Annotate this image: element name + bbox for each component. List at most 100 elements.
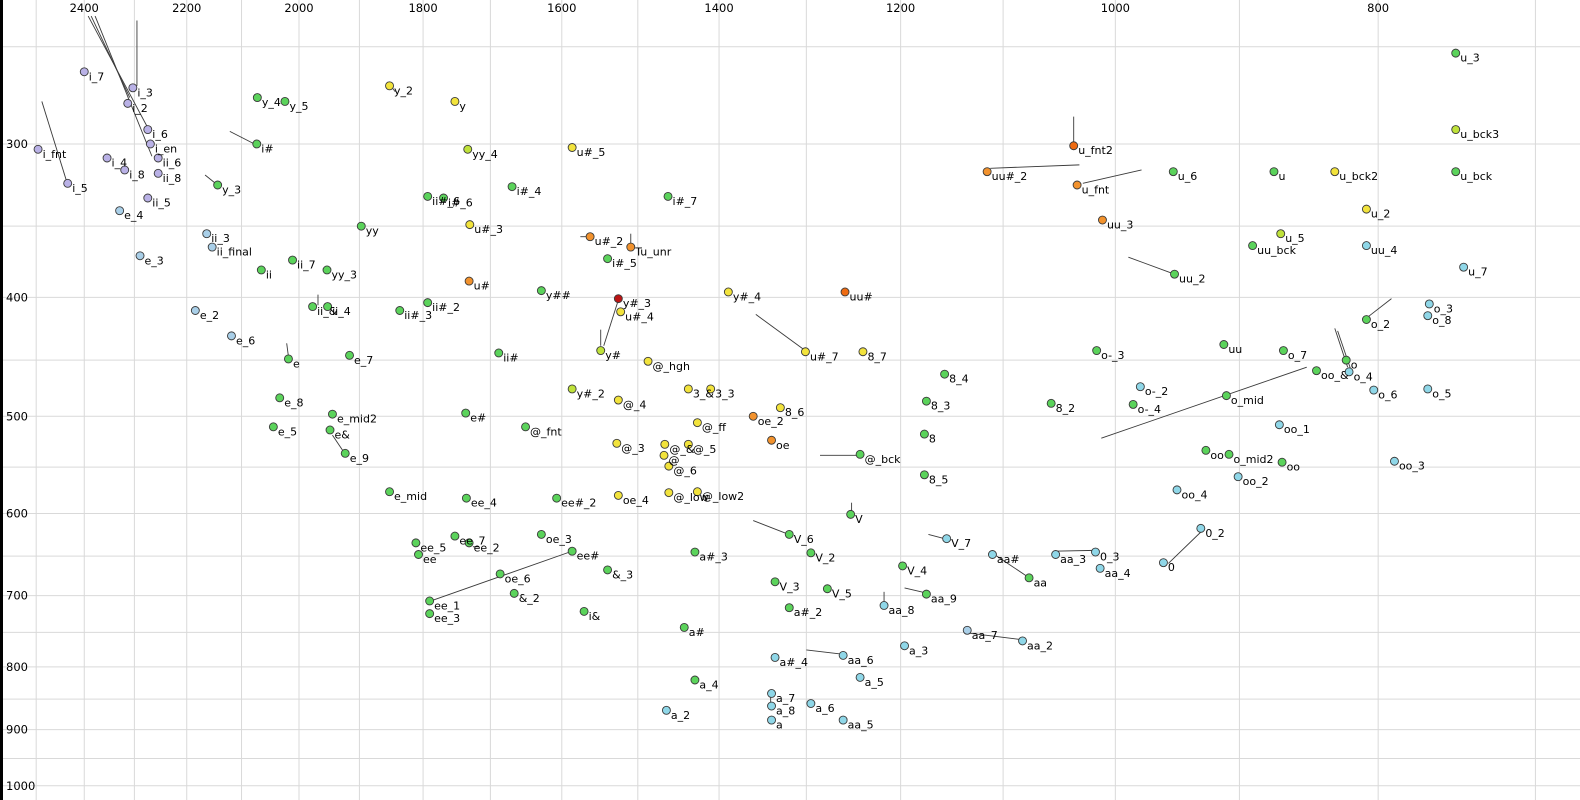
data-point-marker[interactable] [982, 167, 992, 177]
data-point-marker[interactable] [613, 490, 623, 500]
data-point-marker[interactable] [1095, 563, 1105, 573]
data-point-marker[interactable] [280, 96, 290, 106]
data-point-marker[interactable] [325, 425, 335, 435]
data-point-marker[interactable] [1248, 241, 1258, 251]
data-point-marker[interactable] [33, 144, 43, 154]
data-point-marker[interactable] [1341, 355, 1351, 365]
data-point-marker[interactable] [1276, 229, 1286, 239]
data-point-marker[interactable] [775, 403, 785, 413]
data-point-marker[interactable] [898, 561, 908, 571]
data-point-marker[interactable] [940, 369, 950, 379]
data-point-marker[interactable] [123, 98, 133, 108]
data-point-marker[interactable] [1135, 382, 1145, 392]
data-point-marker[interactable] [425, 596, 435, 606]
data-point-marker[interactable] [1091, 547, 1100, 557]
data-point-marker[interactable] [840, 287, 850, 297]
data-point-marker[interactable] [683, 439, 693, 449]
data-point-marker[interactable] [846, 509, 856, 519]
data-point-marker[interactable] [1024, 573, 1034, 583]
data-point-marker[interactable] [1051, 550, 1061, 559]
data-point-marker[interactable] [288, 255, 297, 265]
data-point-marker[interactable] [838, 715, 848, 725]
data-point-marker[interactable] [767, 715, 776, 725]
data-point-marker[interactable] [143, 125, 153, 135]
data-point-marker[interactable] [135, 251, 145, 261]
data-point-marker[interactable] [1451, 167, 1461, 177]
data-point-marker[interactable] [1361, 204, 1371, 214]
data-point-marker[interactable] [613, 395, 623, 405]
data-point-marker[interactable] [450, 531, 460, 541]
data-point-marker[interactable] [1201, 445, 1211, 455]
data-point-marker[interactable] [919, 470, 929, 480]
data-point-marker[interactable] [464, 538, 474, 548]
data-point-marker[interactable] [461, 408, 471, 418]
data-point-marker[interactable] [919, 429, 929, 439]
data-point-marker[interactable] [252, 93, 262, 103]
data-point-marker[interactable] [323, 302, 333, 312]
data-point-marker[interactable] [1369, 385, 1379, 395]
data-point-marker[interactable] [962, 625, 972, 635]
data-point-marker[interactable] [1312, 366, 1321, 376]
data-point-marker[interactable] [275, 393, 285, 403]
data-point-marker[interactable] [495, 569, 505, 579]
data-point-marker[interactable] [664, 461, 674, 471]
data-point-marker[interactable] [1451, 48, 1461, 58]
data-point-marker[interactable] [190, 306, 200, 315]
data-point-marker[interactable] [552, 493, 562, 503]
data-point-marker[interactable] [308, 302, 318, 312]
data-point-marker[interactable] [921, 589, 931, 599]
data-point-marker[interactable] [1221, 391, 1231, 401]
data-point-marker[interactable] [942, 534, 952, 544]
data-point-marker[interactable] [465, 220, 475, 230]
data-point-marker[interactable] [1092, 346, 1102, 356]
data-point-marker[interactable] [128, 83, 138, 93]
data-point-marker[interactable] [855, 672, 865, 682]
data-point-marker[interactable] [1451, 125, 1461, 135]
data-point-marker[interactable] [770, 652, 780, 662]
data-point-marker[interactable] [1196, 523, 1206, 533]
data-point-marker[interactable] [450, 96, 460, 106]
data-point-marker[interactable] [748, 411, 758, 421]
data-point-marker[interactable] [585, 232, 595, 242]
data-point-marker[interactable] [679, 622, 689, 632]
data-point-marker[interactable] [63, 178, 73, 188]
data-point-marker[interactable] [596, 346, 606, 356]
data-point-marker[interactable] [664, 488, 674, 498]
data-point-marker[interactable] [800, 347, 810, 357]
data-point-marker[interactable] [385, 487, 394, 497]
data-point-marker[interactable] [567, 384, 577, 394]
data-point-marker[interactable] [1233, 472, 1243, 482]
data-point-marker[interactable] [900, 641, 910, 651]
data-point-marker[interactable] [268, 422, 278, 432]
data-point-marker[interactable] [1274, 420, 1284, 430]
data-point-marker[interactable] [692, 487, 702, 497]
data-point-marker[interactable] [256, 265, 266, 275]
data-point-marker[interactable] [153, 153, 163, 163]
data-point-marker[interactable] [659, 450, 669, 460]
data-point-marker[interactable] [507, 182, 517, 192]
data-point-marker[interactable] [767, 701, 776, 711]
data-point-marker[interactable] [855, 449, 865, 459]
data-point-marker[interactable] [115, 206, 125, 216]
data-point-marker[interactable] [509, 588, 519, 598]
data-point-marker[interactable] [1423, 384, 1433, 394]
data-point-marker[interactable] [1424, 299, 1434, 309]
data-point-marker[interactable] [784, 603, 794, 613]
data-point-marker[interactable] [153, 168, 163, 178]
data-point-marker[interactable] [1361, 315, 1371, 324]
data-point-marker[interactable] [723, 287, 733, 297]
data-point-marker[interactable] [1172, 485, 1182, 495]
data-point-marker[interactable] [616, 307, 626, 317]
data-point-marker[interactable] [521, 422, 531, 432]
data-point-marker[interactable] [1269, 167, 1279, 177]
data-point-marker[interactable] [252, 139, 262, 149]
data-point-marker[interactable] [464, 276, 474, 286]
data-point-marker[interactable] [661, 705, 671, 715]
data-point-marker[interactable] [1344, 367, 1354, 377]
data-point-marker[interactable] [439, 193, 448, 203]
data-point-marker[interactable] [838, 650, 848, 660]
data-point-marker[interactable] [1423, 311, 1433, 321]
data-point-marker[interactable] [207, 242, 217, 252]
data-point-marker[interactable] [1330, 167, 1340, 177]
data-point-marker[interactable] [461, 493, 471, 503]
